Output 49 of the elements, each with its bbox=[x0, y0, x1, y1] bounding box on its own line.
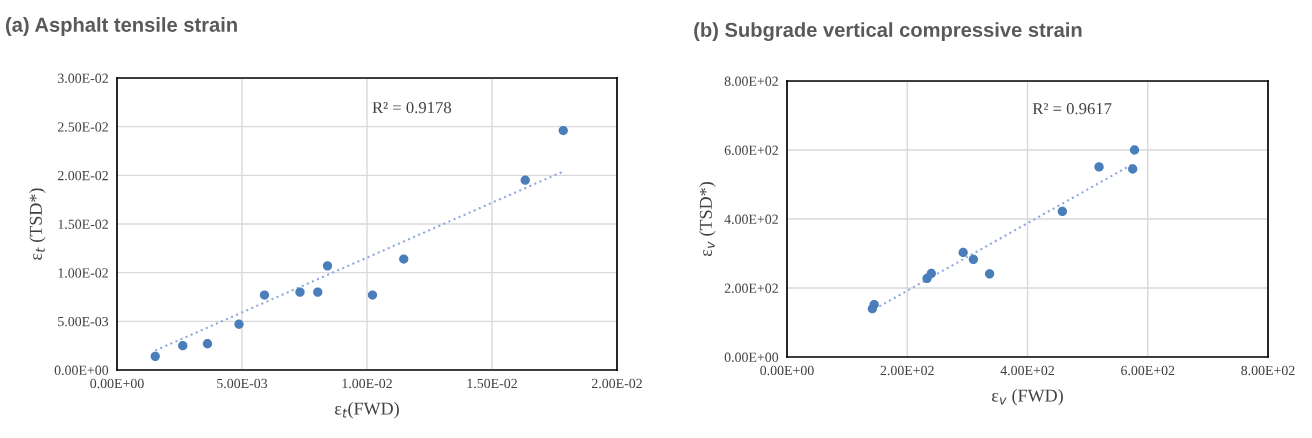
point bbox=[1094, 162, 1104, 172]
y-tick-label: 2.50E-02 bbox=[57, 122, 108, 132]
y-tick-label: 6.00E+02 bbox=[724, 145, 778, 156]
annotation: R² = 0.9617 bbox=[1032, 103, 1112, 115]
x-axis-title: ε$_{t}$(FWD) bbox=[335, 402, 399, 419]
point bbox=[399, 254, 409, 264]
point bbox=[1057, 206, 1068, 217]
y-tick-label: 2.00E+02 bbox=[724, 283, 778, 294]
point bbox=[178, 341, 188, 351]
y-tick-label: 0.00E+00 bbox=[724, 352, 779, 363]
point bbox=[313, 287, 323, 297]
y-axis-title: ε$_{v}$ (TSD*) bbox=[699, 182, 716, 257]
y-tick-label: 2.00E-02 bbox=[57, 170, 108, 181]
point bbox=[295, 287, 305, 297]
point bbox=[926, 268, 936, 279]
x-tick-label: 8.00E+02 bbox=[1241, 365, 1295, 376]
point bbox=[234, 319, 244, 329]
point bbox=[558, 125, 568, 136]
x-tick-label: 0.00E+00 bbox=[90, 378, 144, 389]
x-tick-label: 2.00E-02 bbox=[591, 378, 642, 389]
point bbox=[520, 175, 530, 185]
point bbox=[1128, 164, 1138, 174]
point bbox=[202, 339, 213, 349]
annotation: R² = 0.9178 bbox=[372, 101, 452, 114]
point bbox=[322, 261, 333, 271]
chart-title: (b) Subgrade vertical compressive strain bbox=[694, 22, 1082, 42]
point bbox=[150, 351, 160, 362]
point bbox=[259, 290, 270, 300]
y-tick-label: 1.50E-02 bbox=[58, 219, 108, 230]
y-tick-label: 1.00E-02 bbox=[58, 268, 108, 278]
point bbox=[1129, 145, 1140, 155]
point bbox=[984, 269, 995, 279]
point bbox=[958, 247, 968, 258]
x-tick-label: 4.00E+02 bbox=[1000, 365, 1054, 376]
y-tick-label: 5.00E-03 bbox=[58, 316, 109, 327]
x-tick-label: 1.50E-02 bbox=[467, 378, 517, 389]
x-tick-label: 0.00E+00 bbox=[760, 365, 814, 376]
y-axis-title: ε$_{t}$ (TSD*) bbox=[29, 188, 46, 260]
y-tick-label: 4.00E+02 bbox=[724, 214, 778, 225]
x-tick-label: 2.00E+02 bbox=[880, 365, 934, 376]
y-tick-label: 3.00E-02 bbox=[58, 73, 108, 84]
x-tick-label: 6.00E+02 bbox=[1121, 365, 1175, 376]
point bbox=[968, 254, 979, 265]
point bbox=[367, 290, 378, 300]
x-tick-label: 5.00E-03 bbox=[217, 378, 268, 389]
chart-title: (a) Asphalt tensile strain bbox=[6, 17, 237, 36]
x-axis-title: ε$_{v}$ (FWD) bbox=[992, 389, 1063, 406]
y-tick-label: 8.00E+02 bbox=[724, 76, 778, 87]
x-tick-label: 1.00E-02 bbox=[342, 378, 392, 389]
